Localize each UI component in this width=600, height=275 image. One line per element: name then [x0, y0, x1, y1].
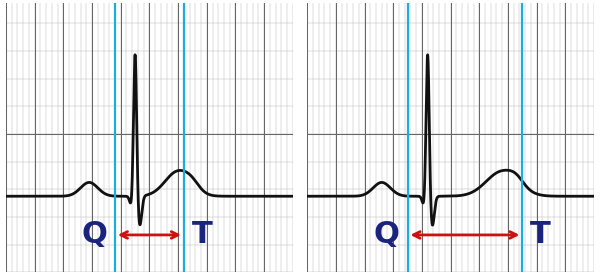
Text: Q: Q: [81, 221, 107, 249]
Text: T: T: [530, 221, 551, 249]
Text: T: T: [192, 221, 212, 249]
Text: Q: Q: [374, 221, 400, 249]
